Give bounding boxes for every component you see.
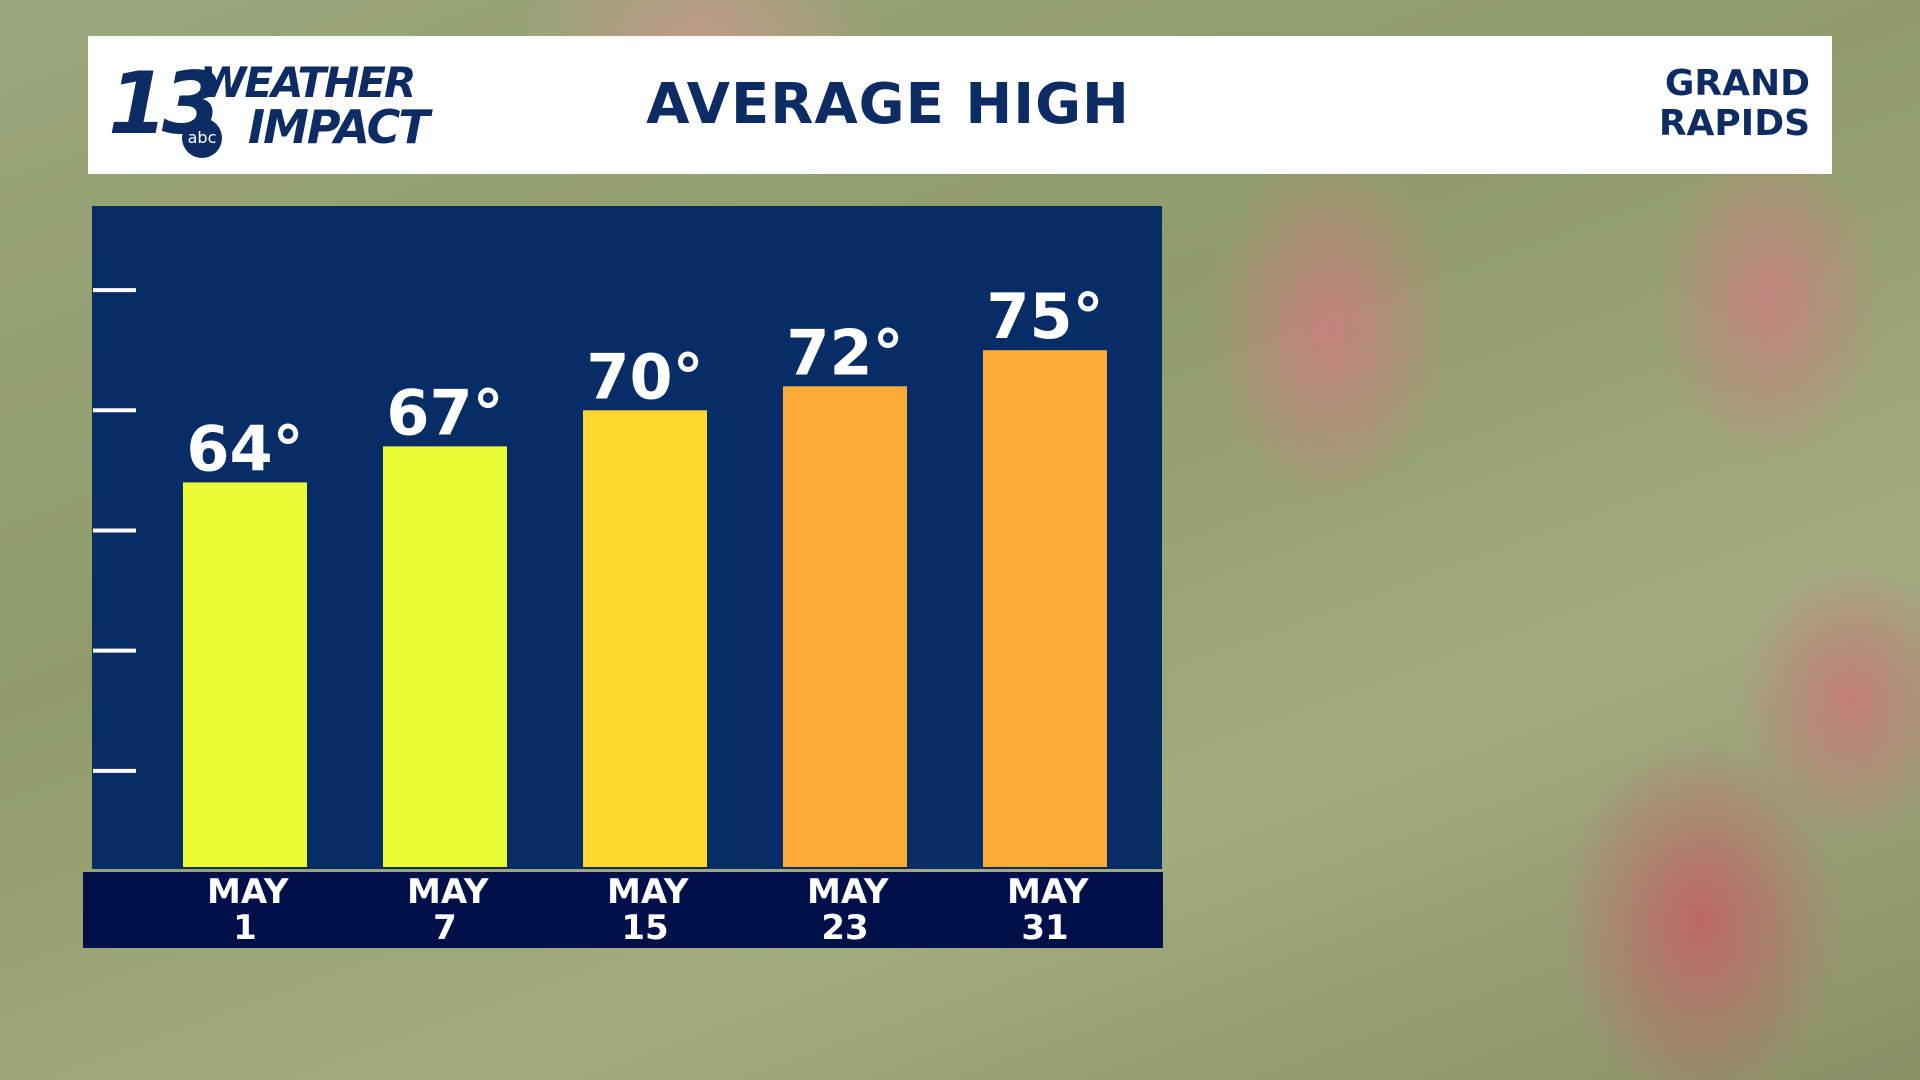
value-label: 64° — [186, 412, 303, 485]
logo-network: abc — [182, 118, 222, 158]
value-label: 67° — [386, 376, 503, 449]
value-label: 72° — [786, 316, 903, 389]
bar — [983, 350, 1107, 868]
x-tick-label: MAY 7 — [407, 872, 489, 948]
value-label: 75° — [986, 280, 1103, 353]
location: GRAND RAPIDS — [1658, 63, 1810, 144]
x-tick-label: MAY 1 — [207, 872, 289, 948]
category-strip — [83, 872, 1163, 948]
value-label: 70° — [586, 340, 703, 413]
bar — [783, 386, 907, 867]
x-tick-label: MAY 23 — [807, 872, 889, 948]
logo-text: WEATHER — [200, 58, 416, 107]
bar — [583, 410, 707, 867]
x-tick-label: MAY 31 — [1007, 872, 1089, 948]
bar — [383, 446, 507, 867]
bar — [183, 482, 307, 867]
logo-text: IMPACT — [248, 100, 430, 154]
x-tick-label: MAY 15 — [607, 872, 689, 948]
